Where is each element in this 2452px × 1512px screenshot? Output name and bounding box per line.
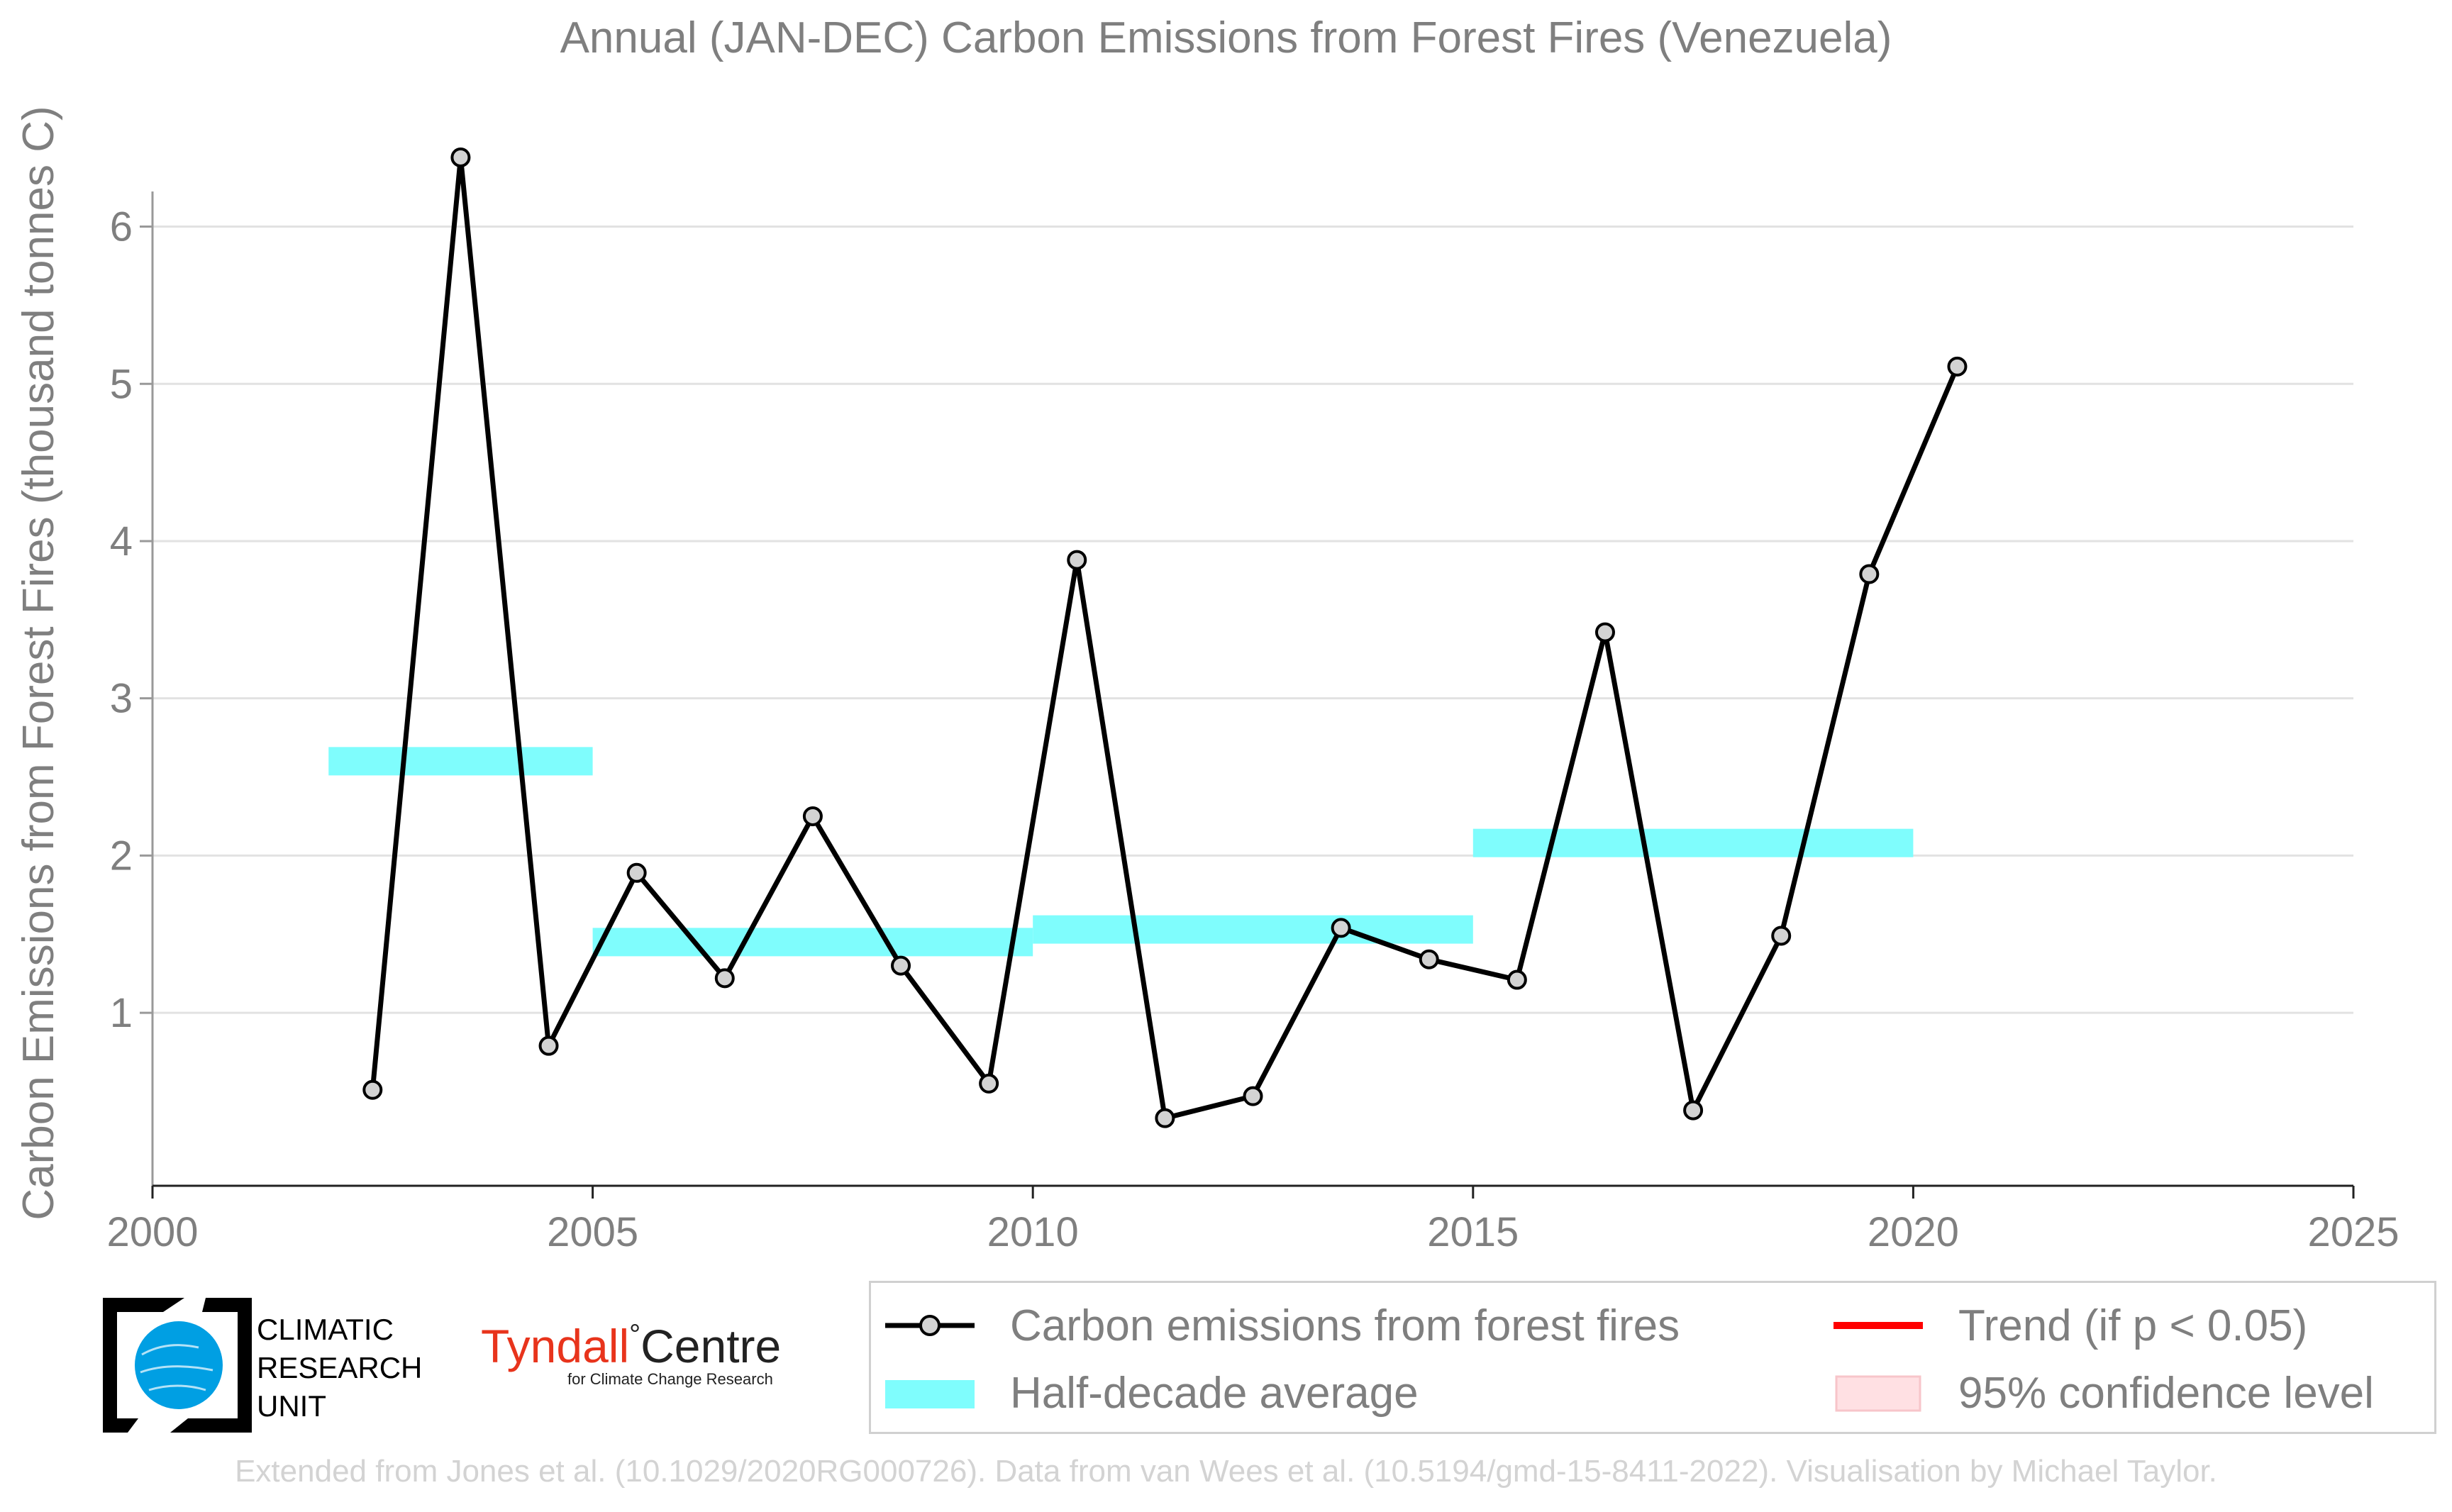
emissions-point xyxy=(979,1073,999,1094)
x-tick-label: 2005 xyxy=(547,1209,638,1255)
emissions-point xyxy=(714,968,735,989)
y-tick-label: 2 xyxy=(110,833,133,879)
emissions-point xyxy=(1067,550,1087,570)
half-decade-bar xyxy=(328,747,593,776)
y-tick-label: 5 xyxy=(110,361,133,407)
legend-line-marker-swatch xyxy=(884,1294,976,1357)
emissions-line xyxy=(370,157,1960,1121)
chart-title: Annual (JAN-DEC) Carbon Emissions from F… xyxy=(560,13,1892,62)
legend-item-emissions: Carbon emissions from forest fires xyxy=(884,1294,1680,1357)
emissions-point xyxy=(1419,949,1439,969)
legend-label: Trend (if p < 0.05) xyxy=(1958,1301,2308,1350)
half-decade-bar xyxy=(1472,828,1914,857)
x-tick-label: 2010 xyxy=(987,1209,1079,1255)
y-tick-label: 3 xyxy=(110,676,133,722)
emissions-point xyxy=(891,955,911,976)
emissions-point xyxy=(1771,925,1792,946)
emissions-point xyxy=(1859,564,1880,584)
emissions-point xyxy=(1243,1086,1263,1106)
emissions-point xyxy=(802,806,823,826)
legend-item-trend: Trend (if p < 0.05) xyxy=(1832,1294,2307,1357)
emissions-point xyxy=(1594,622,1615,643)
legend-item-confidence: 95% confidence level xyxy=(1832,1361,2374,1425)
emissions-point xyxy=(450,147,471,167)
x-tick-label: 2025 xyxy=(2307,1209,2399,1255)
x-tick-label: 2000 xyxy=(106,1209,198,1255)
cru-logo-text: CLIMATIC RESEARCH UNIT xyxy=(257,1313,423,1423)
x-tick-label: 2015 xyxy=(1427,1209,1519,1255)
y-tick-label: 4 xyxy=(110,518,133,565)
credit-text: Extended from Jones et al. (10.1029/2020… xyxy=(235,1454,2217,1489)
emissions-point xyxy=(1155,1108,1175,1128)
legend-band-swatch xyxy=(884,1361,976,1425)
legend-label: Half-decade average xyxy=(1010,1368,1419,1418)
chart-legend: Carbon emissions from forest fires Trend… xyxy=(869,1281,2436,1434)
legend-label: Carbon emissions from forest fires xyxy=(1010,1301,1680,1350)
emissions-point xyxy=(1947,356,1968,377)
emissions-point xyxy=(1683,1100,1704,1121)
emissions-point xyxy=(626,862,647,883)
legend-line-swatch xyxy=(1832,1294,1924,1357)
y-tick-label: 6 xyxy=(110,204,133,250)
emissions-point xyxy=(538,1035,559,1056)
emissions-point xyxy=(362,1079,383,1100)
half-decade-bar xyxy=(1033,915,1473,944)
y-tick-label: 1 xyxy=(110,990,133,1036)
cru-logo xyxy=(99,1291,262,1440)
emissions-point xyxy=(1507,969,1527,990)
half-decade-bar xyxy=(592,928,1033,957)
legend-item-half-decade: Half-decade average xyxy=(884,1361,1419,1425)
x-tick-label: 2020 xyxy=(1868,1209,1959,1255)
tyndall-logo: Tyndall°Centre for Climate Change Resear… xyxy=(481,1319,782,1388)
legend-patch-swatch xyxy=(1832,1361,1924,1425)
emissions-point xyxy=(1331,918,1351,938)
globe-icon xyxy=(135,1321,223,1409)
legend-label: 95% confidence level xyxy=(1958,1368,2374,1418)
